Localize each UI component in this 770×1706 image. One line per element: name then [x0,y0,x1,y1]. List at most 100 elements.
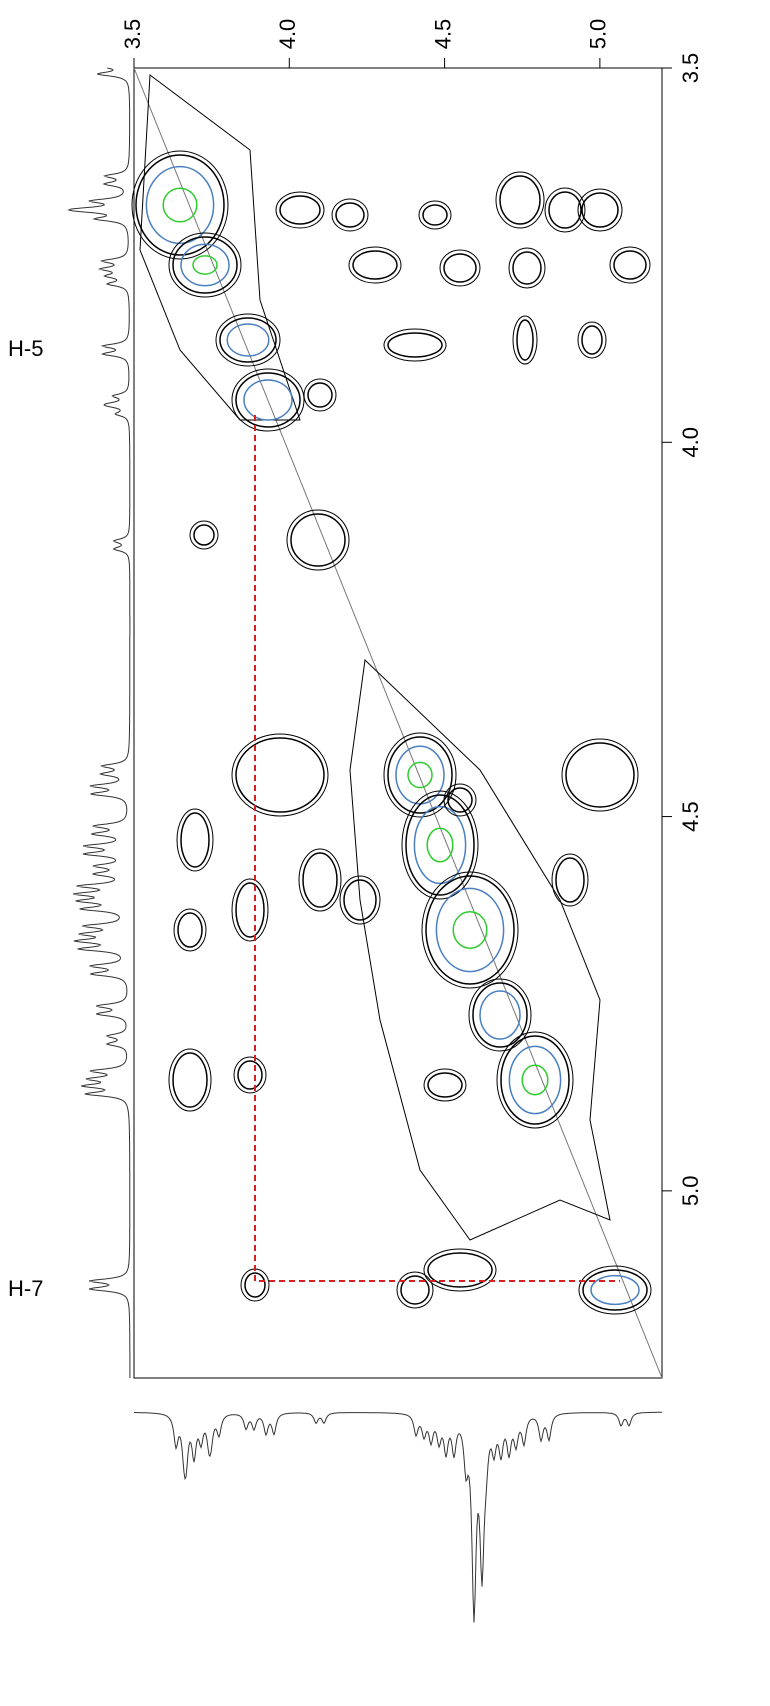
contour [577,188,623,232]
contour [400,1275,430,1305]
contour [139,74,301,421]
y-tick-label: 3.5 [678,53,703,84]
contour [479,990,521,1040]
contour [387,736,453,814]
contour [349,658,611,1241]
contour [226,323,270,357]
contour [499,175,541,225]
contour [423,1248,497,1292]
contour [168,1048,212,1112]
contour [452,911,488,949]
contour [231,878,269,942]
contours [131,74,652,1315]
contour [495,171,545,229]
contour [303,378,337,412]
contour [168,232,242,298]
x-tick-label: 5.0 [586,19,611,50]
contour [516,319,534,361]
contour [231,368,305,432]
y-tick-label: 4.5 [678,801,703,832]
contour [172,236,238,294]
contour [508,1045,562,1115]
contour [298,848,342,912]
contour [192,255,218,275]
x-tick-label: 4.5 [430,19,455,50]
f1-projection [67,67,131,1378]
contour [243,379,293,421]
contour [135,154,225,256]
contour [339,875,381,925]
contour [613,250,647,280]
contour [162,187,198,223]
contour [521,1064,549,1096]
contour [193,524,215,546]
contour [439,249,481,287]
contour [577,321,607,359]
x-tick-label: 3.5 [120,19,145,50]
y-tick-label: 5.0 [678,1176,703,1207]
contour [548,191,582,229]
contour [435,887,505,973]
contour [447,787,473,813]
contour [172,1052,208,1108]
contour [237,1060,263,1090]
contour [426,827,454,863]
contour [496,1031,574,1129]
contour [425,875,515,985]
correlation-line [254,415,620,1282]
contour [401,790,479,900]
contour [231,733,329,817]
contour [302,852,338,908]
contour [443,253,477,283]
contour [551,853,589,907]
contour [387,332,443,358]
contour [343,879,377,921]
contour [131,150,229,260]
contour [233,1056,267,1094]
contour [443,783,477,817]
contour [472,982,528,1048]
contour [286,509,350,571]
contour [383,732,457,818]
contour [423,1068,467,1102]
contour [413,805,467,885]
x-tick-label: 4.0 [275,19,300,50]
contour [235,737,325,813]
contour [421,871,519,989]
contour [335,202,365,228]
contour [590,1274,640,1306]
contour [544,187,586,233]
contour [500,1035,570,1125]
contour [180,243,230,287]
contour [407,761,433,789]
y-tick-label: 4.0 [678,427,703,458]
contour [468,978,532,1052]
contour [609,246,651,284]
contour [565,742,635,808]
contour [290,513,346,567]
contour [145,165,215,245]
annotation: H-5 [8,336,43,361]
contour [235,882,265,938]
contour [244,1272,266,1298]
contour [180,812,210,868]
diagonal [133,67,663,1379]
contour [189,520,219,550]
contour [581,325,603,355]
annotation: H-7 [8,1276,43,1301]
contour [279,195,321,225]
contour [561,738,639,812]
contour [422,204,448,226]
contour [512,251,542,285]
contour [307,382,333,408]
contour [176,808,214,872]
contour [331,198,369,232]
contour [235,372,301,428]
contour [173,908,207,952]
contour [581,192,619,228]
contour [555,857,585,903]
contour [177,912,203,948]
contour [396,1271,434,1309]
contour [275,191,325,229]
